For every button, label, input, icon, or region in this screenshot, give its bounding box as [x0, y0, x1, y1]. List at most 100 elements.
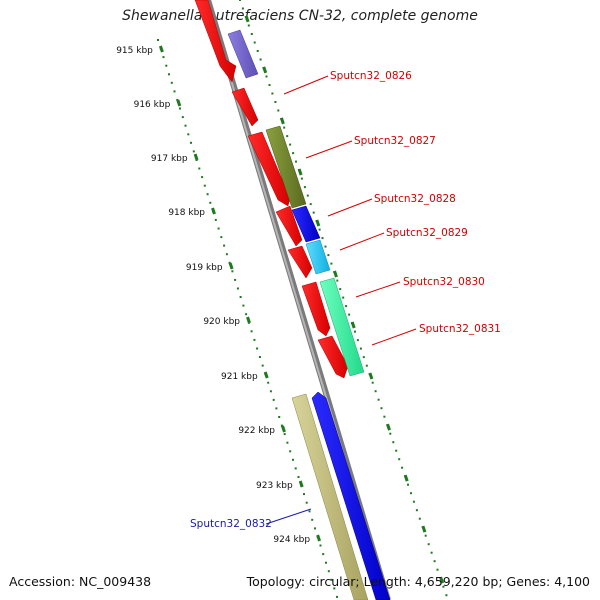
- outer-ring-dot: [356, 339, 359, 342]
- ruler-label: 921 kbp: [221, 372, 258, 382]
- mint-gene-bar[interactable]: [319, 277, 365, 377]
- outer-ring-dot: [374, 390, 377, 393]
- ruler-label: 924 kbp: [273, 535, 310, 545]
- ruler-dot: [286, 441, 289, 444]
- outer-ring-tick: [403, 474, 409, 482]
- outer-ring-dot: [321, 237, 324, 240]
- outer-ring-dot: [277, 109, 280, 112]
- ruler-dot: [168, 73, 170, 76]
- outer-ring-dot: [392, 441, 395, 444]
- outer-ring-dot: [427, 543, 430, 546]
- red-gene-arrow[interactable]: [247, 131, 291, 207]
- red-gene-arrow[interactable]: [231, 87, 259, 127]
- ruler-dot: [280, 424, 283, 427]
- ruler-dot: [209, 201, 212, 204]
- gene-label-sputcn32-0828[interactable]: Sputcn32_0828: [374, 193, 456, 205]
- ruler-dot: [170, 81, 173, 84]
- red-gene-arrow[interactable]: [275, 205, 303, 247]
- gene-labels: Sputcn32_0826 Sputcn32_0827 Sputcn32_082…: [190, 70, 501, 530]
- blue-gene-bar[interactable]: [291, 205, 321, 243]
- gene-leader-line: [339, 232, 385, 251]
- ruler-dot: [303, 493, 305, 496]
- gene-leader-line: [327, 198, 373, 217]
- outer-ring-dot: [318, 228, 321, 231]
- ruler-dot: [294, 467, 297, 470]
- red-gene-arrow[interactable]: [194, 0, 237, 83]
- outer-ring-tick: [244, 15, 250, 23]
- khaki-gene-bar[interactable]: [291, 393, 369, 600]
- ruler-dot: [258, 356, 261, 358]
- ruler-dot: [187, 133, 190, 136]
- outer-ring-dot: [295, 160, 297, 163]
- ruler-dot: [308, 510, 311, 513]
- outer-ring-dot: [286, 135, 289, 138]
- blue-gene-arrow[interactable]: [311, 391, 391, 600]
- outer-ring-dot: [354, 330, 356, 333]
- outer-ring-dot: [412, 500, 415, 503]
- ruler-label: 922 kbp: [238, 426, 275, 436]
- outer-ring-dot: [339, 288, 342, 291]
- outer-ring-dot: [283, 126, 286, 129]
- ruler-label: 919 kbp: [186, 263, 223, 273]
- cyan-gene-bar[interactable]: [305, 239, 331, 275]
- outer-ring-dot: [239, 0, 241, 1]
- outer-tick-ring: [239, 0, 448, 597]
- outer-ring-tick: [315, 219, 321, 227]
- gene-label-sputcn32-0829[interactable]: Sputcn32_0829: [386, 227, 468, 239]
- outer-ring-tick: [368, 372, 374, 380]
- ruler-label: 923 kbp: [256, 481, 293, 491]
- ruler-dot: [283, 433, 286, 436]
- outer-ring-dot: [436, 568, 439, 571]
- gene-label-sputcn32-0827[interactable]: Sputcn32_0827: [354, 135, 436, 147]
- ruler-dot: [217, 227, 220, 230]
- ruler-major-tick: [246, 316, 251, 324]
- ruler-dot: [165, 64, 168, 67]
- ruler-label: 916 kbp: [134, 100, 171, 110]
- gene-leader-line: [265, 508, 312, 525]
- red-gene-arrow[interactable]: [301, 281, 331, 337]
- gene-label-sputcn32-0831[interactable]: Sputcn32_0831: [419, 323, 501, 335]
- ruler-dot: [157, 39, 159, 41]
- ruler-dot: [190, 141, 192, 144]
- gene-leader-line: [371, 328, 417, 346]
- topology-text: Topology: circular; Length: 4,659,220 bp…: [246, 574, 590, 589]
- ruler-dot: [179, 107, 181, 110]
- red-gene-arrow[interactable]: [317, 335, 349, 379]
- accession-text: Accession: NC_009438: [9, 574, 152, 589]
- ruler-dot: [256, 347, 259, 350]
- gene-leader-line: [283, 75, 329, 95]
- ruler-dot: [292, 458, 294, 461]
- gene-label-sputcn32-0826[interactable]: Sputcn32_0826: [330, 70, 412, 82]
- ruler-dot: [327, 570, 330, 573]
- outer-ring-dot: [327, 254, 330, 257]
- ruler-dot: [192, 150, 195, 153]
- outer-ring-dot: [424, 534, 427, 537]
- purple-gene-bar[interactable]: [227, 29, 259, 79]
- ruler-dot: [319, 544, 322, 547]
- outer-ring-dot: [410, 492, 412, 495]
- outer-ring-dot: [389, 432, 392, 435]
- outer-ring-dot: [430, 551, 433, 554]
- outer-ring-dot: [365, 364, 368, 367]
- ruler-ticks: [158, 45, 322, 542]
- outer-ring-dot: [445, 594, 448, 597]
- ruler-dot: [173, 90, 176, 93]
- outer-ring-dot: [345, 305, 348, 308]
- ruler-dot: [297, 476, 300, 478]
- outer-ring-tick: [421, 525, 427, 533]
- outer-ring-dot: [289, 143, 292, 146]
- ruler-dot: [201, 176, 204, 179]
- outer-ring-dot: [433, 560, 436, 563]
- outer-ring-tick: [439, 576, 445, 584]
- olive-gene-bar[interactable]: [265, 125, 307, 209]
- ruler-dot: [181, 116, 184, 119]
- outer-ring-dot: [401, 466, 404, 469]
- gene-label-sputcn32-0830[interactable]: Sputcn32_0830: [403, 276, 485, 288]
- ruler-dot: [278, 416, 281, 418]
- gene-label-sputcn32-0832[interactable]: Sputcn32_0832: [190, 518, 272, 530]
- ruler-label: 918 kbp: [168, 208, 205, 218]
- ruler-dot: [206, 193, 209, 196]
- outer-ring-dot: [380, 407, 383, 410]
- red-gene-arrow[interactable]: [287, 245, 313, 279]
